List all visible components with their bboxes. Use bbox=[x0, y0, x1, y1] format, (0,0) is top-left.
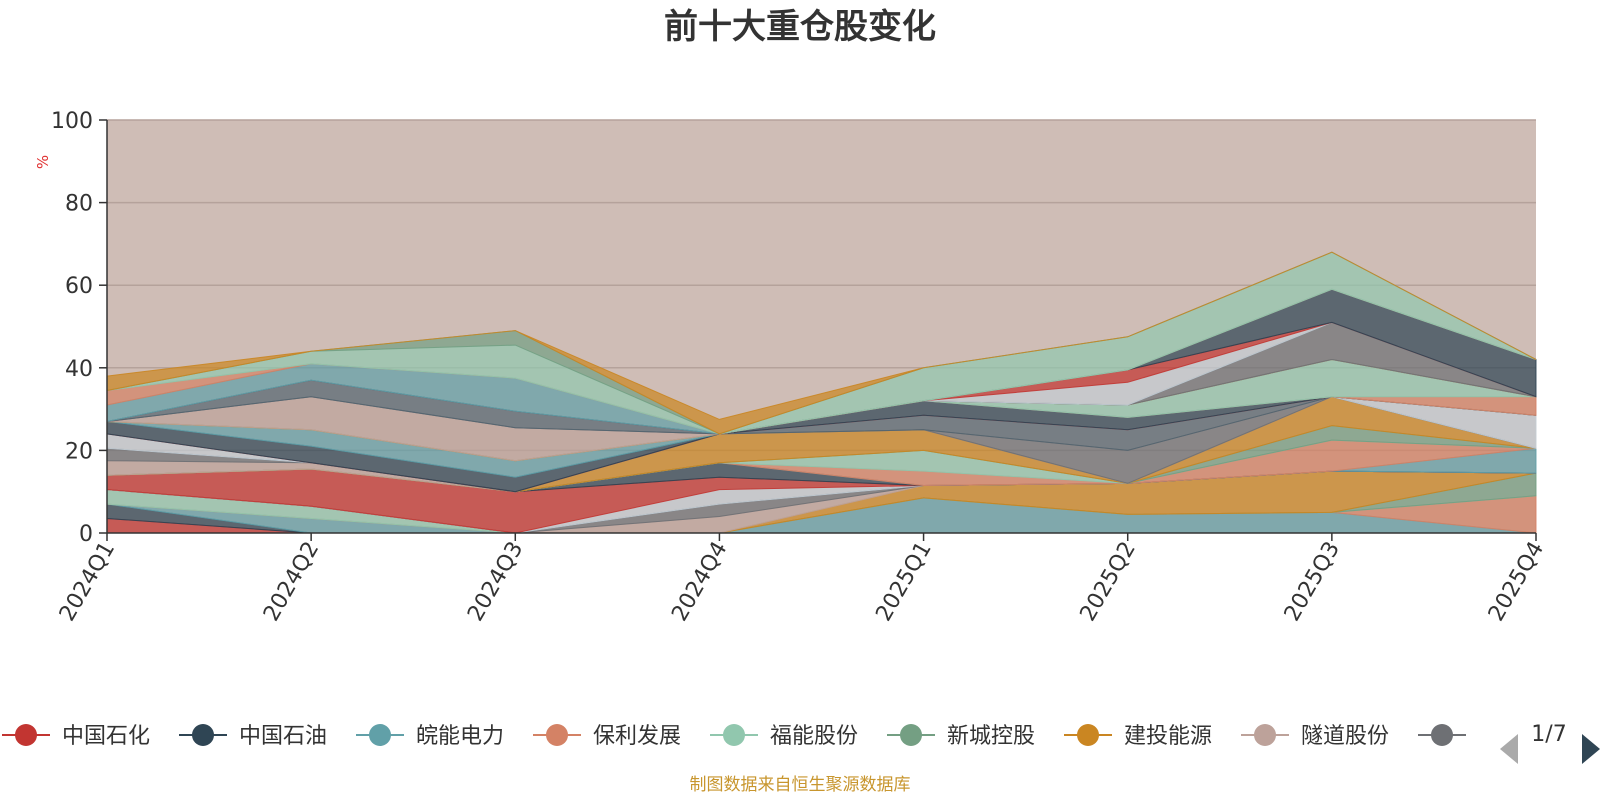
legend-marker-3 bbox=[546, 724, 568, 746]
y-tick-label-1: 20 bbox=[65, 439, 93, 464]
legend-label-0: 中国石化 bbox=[62, 724, 150, 749]
x-tick-label-6: 2025Q3 bbox=[1280, 538, 1345, 626]
legend-marker-1 bbox=[192, 724, 214, 746]
data-source-note: 制图数据来自恒生聚源数据库 bbox=[690, 775, 911, 795]
x-tick-label-1: 2024Q2 bbox=[259, 538, 324, 626]
legend-marker-0 bbox=[15, 724, 37, 746]
legend-item-7[interactable]: 隧道股份 bbox=[1241, 724, 1389, 749]
x-tick-label-0: 2024Q1 bbox=[55, 538, 120, 626]
y-tick-label-5: 100 bbox=[51, 109, 93, 134]
y-tick-label-2: 40 bbox=[65, 357, 93, 382]
legend-label-4: 福能股份 bbox=[770, 724, 858, 749]
chart-title: 前十大重仓股变化 bbox=[664, 7, 936, 47]
legend-marker-2 bbox=[369, 724, 391, 746]
legend-marker-7 bbox=[1254, 724, 1276, 746]
legend-item-4[interactable]: 福能股份 bbox=[710, 724, 858, 749]
legend-label-6: 建投能源 bbox=[1124, 724, 1212, 749]
triangle-left-icon[interactable] bbox=[1500, 734, 1518, 764]
y-tick-label-4: 80 bbox=[65, 192, 93, 217]
legend-label-1: 中国石油 bbox=[239, 724, 327, 749]
y-tick-label-3: 60 bbox=[65, 274, 93, 299]
legend-marker-5 bbox=[900, 724, 922, 746]
legend-page-indicator: 1/7 bbox=[1531, 722, 1566, 747]
y-tick-label-0: 0 bbox=[79, 522, 93, 547]
legend: 中国石化 中国石油 皖能电力 保利发展 福能股份 新城控股 建投能源 隧道股份 bbox=[2, 724, 1466, 749]
area-series-39[interactable] bbox=[106, 251, 1537, 435]
legend-pager: 1/7 bbox=[1500, 722, 1600, 764]
legend-marker-4 bbox=[723, 724, 745, 746]
x-tick-label-4: 2025Q1 bbox=[871, 538, 936, 626]
legend-item-8[interactable] bbox=[1418, 724, 1466, 746]
area-series-layer bbox=[106, 251, 1537, 534]
legend-label-2: 皖能电力 bbox=[416, 724, 504, 749]
x-tick-label-7: 2025Q4 bbox=[1484, 538, 1549, 626]
x-tick-label-5: 2025Q2 bbox=[1076, 538, 1141, 626]
legend-label-5: 新城控股 bbox=[947, 724, 1035, 749]
legend-marker-6 bbox=[1077, 724, 1099, 746]
triangle-right-icon[interactable] bbox=[1582, 734, 1600, 764]
legend-item-1[interactable]: 中国石油 bbox=[179, 724, 327, 749]
legend-item-5[interactable]: 新城控股 bbox=[887, 724, 1035, 749]
x-tick-label-3: 2024Q4 bbox=[667, 538, 732, 626]
legend-item-0[interactable]: 中国石化 bbox=[2, 724, 150, 749]
legend-marker-8 bbox=[1431, 724, 1453, 746]
legend-item-6[interactable]: 建投能源 bbox=[1064, 724, 1212, 749]
legend-item-2[interactable]: 皖能电力 bbox=[356, 724, 504, 749]
y-axis-unit-label: % bbox=[34, 155, 52, 169]
x-tick-label-2: 2024Q3 bbox=[463, 538, 528, 626]
legend-label-3: 保利发展 bbox=[593, 724, 681, 749]
legend-label-7: 隧道股份 bbox=[1301, 724, 1389, 749]
legend-item-3[interactable]: 保利发展 bbox=[533, 724, 681, 749]
